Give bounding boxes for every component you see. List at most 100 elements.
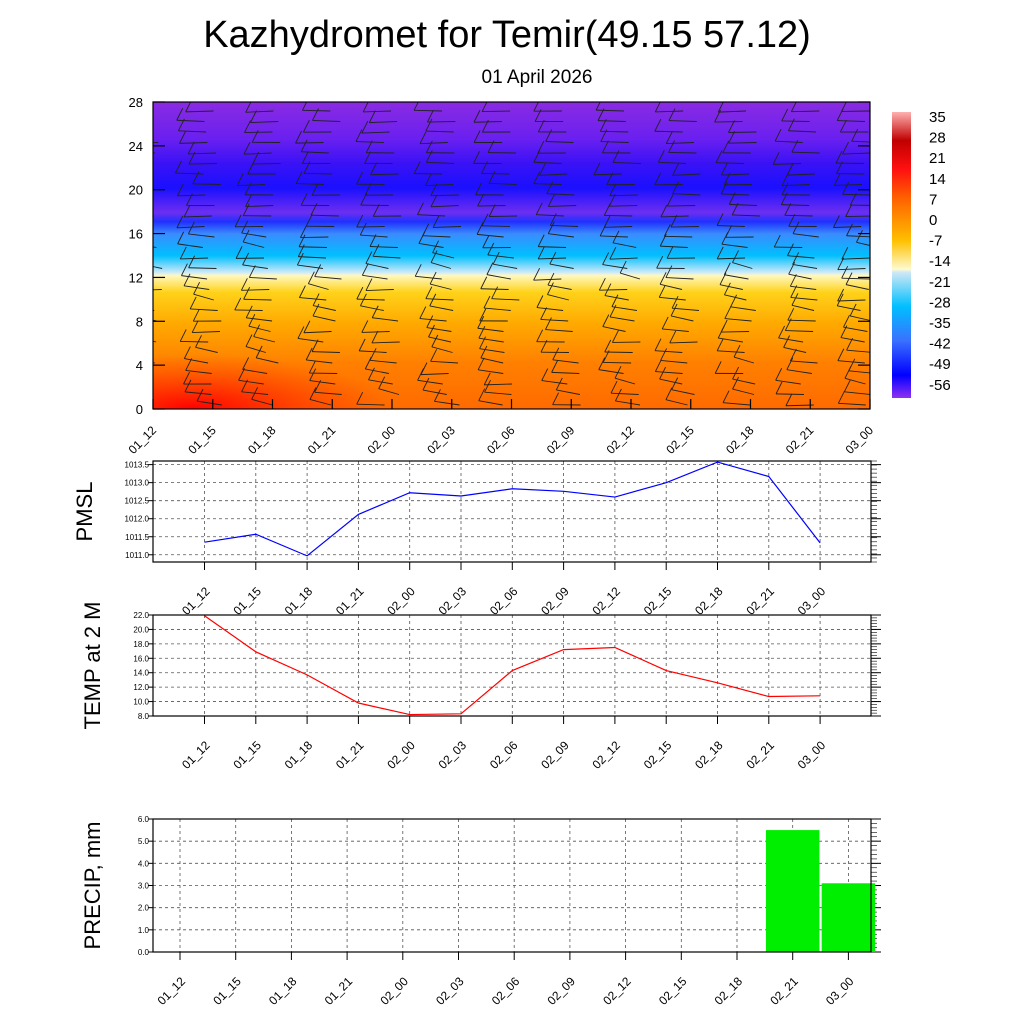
wind-barb: [296, 143, 324, 144]
y-tick-label: 24: [129, 139, 143, 154]
wind-barb-feather: [119, 264, 125, 276]
wind-barb: [235, 310, 263, 311]
x-tick-label: 01_12: [126, 423, 160, 457]
y-tick-label: 4.0: [138, 859, 150, 868]
wind-barb-feather: [125, 369, 131, 381]
y-tick-label: 20: [129, 183, 143, 198]
y-tick-label: 8.0: [138, 712, 150, 721]
x-tick-label: 01_12: [155, 974, 189, 1008]
wind-barb: [124, 120, 152, 121]
x-tick-label: 03_00: [843, 423, 877, 457]
x-tick-label: 01_21: [333, 738, 367, 772]
y-tick-label: 8: [136, 314, 143, 329]
wind-barb-feather: [116, 99, 122, 111]
wind-barb: [414, 173, 442, 174]
y-tick-label: 1011.5: [125, 533, 149, 542]
wind-barb: [482, 111, 510, 112]
x-tick-label: 01_21: [333, 584, 367, 618]
wind-barb: [193, 184, 221, 185]
x-tick-label: 02_06: [489, 974, 523, 1008]
wind-barb: [189, 164, 217, 165]
wind-barb-feather: [117, 174, 123, 186]
x-tick-label: 02_15: [641, 738, 675, 772]
wind-barb: [671, 227, 699, 228]
y-tick-label: 5.0: [138, 837, 150, 846]
x-tick-label: 02_18: [712, 974, 746, 1008]
wind-barb: [547, 101, 575, 102]
x-tick-label: 02_12: [590, 584, 624, 618]
wind-barb: [715, 122, 743, 123]
wind-barb: [721, 332, 749, 333]
wind-barb-feather: [599, 88, 605, 100]
wind-barb-feather: [139, 252, 145, 264]
y-tick-label: 0: [136, 402, 143, 417]
x-tick-label: 02_00: [377, 974, 411, 1008]
colorbar-label: -42: [929, 336, 951, 353]
x-tick-label: 02_21: [743, 738, 777, 772]
x-tick-label: 01_15: [185, 423, 219, 457]
colorbar-label: -28: [929, 294, 951, 311]
x-tick-label: 01_15: [210, 974, 244, 1008]
wind-barb-feather: [842, 88, 848, 100]
wind-barb: [302, 99, 330, 100]
x-tick-label: 02_12: [600, 974, 634, 1008]
precip-bar: [822, 883, 875, 952]
x-tick-label: 02_12: [590, 738, 624, 772]
wind-barb: [247, 101, 275, 102]
y-tick-label: 4: [136, 358, 143, 373]
wind-barb-feather: [124, 244, 130, 256]
y-tick-label: 1012.0: [125, 515, 150, 524]
colorbar-label: -49: [929, 356, 951, 373]
wind-barb: [482, 173, 510, 174]
wind-barb-feather: [121, 340, 127, 352]
x-tick-label: 02_18: [692, 584, 726, 618]
x-tick-label: 02_06: [487, 584, 521, 618]
x-tick-label: 02_03: [436, 584, 470, 618]
wind-barb-feather: [669, 89, 675, 101]
wind-barb-feather: [192, 88, 198, 100]
y-tick-label: 20.0: [133, 625, 149, 634]
x-tick-label: 02_03: [433, 974, 467, 1008]
x-tick-label: 01_21: [305, 423, 339, 457]
wind-barb: [489, 99, 517, 100]
colorbar-label: -35: [929, 315, 951, 332]
wind-barb-feather: [129, 315, 135, 327]
wind-barb: [669, 152, 697, 153]
wind-barb: [776, 394, 804, 395]
wind-barb: [478, 206, 506, 207]
chart-title: Kazhydromet for Temir(49.15 57.12): [203, 14, 811, 56]
wind-barb-feather: [122, 183, 128, 195]
wind-barb: [120, 174, 148, 175]
y-tick-label: 22.0: [133, 611, 149, 620]
colorbar-label: -56: [929, 377, 951, 394]
wind-barb-feather: [363, 87, 369, 99]
colorbar-label: -21: [929, 274, 951, 291]
colorbar-label: 35: [929, 109, 946, 126]
y-tick-label: 18.0: [133, 640, 149, 649]
wind-barb-feather: [416, 88, 422, 100]
wind-barb-feather: [247, 89, 253, 101]
y-tick-label: 0.0: [138, 948, 150, 957]
wind-barb-feather: [124, 108, 130, 120]
x-tick-label: 02_09: [538, 738, 572, 772]
x-tick-label: 02_09: [538, 584, 572, 618]
wind-barb: [371, 174, 399, 175]
panel-frame: [153, 819, 871, 952]
y-tick-label: 2.0: [138, 904, 150, 913]
x-tick-label: 02_03: [424, 423, 458, 457]
wind-barb-feather: [117, 362, 123, 374]
y-tick-label: 16: [129, 227, 143, 242]
y-axis-label: PRECIP, mm: [80, 822, 105, 950]
colorbar-label: 21: [929, 150, 946, 167]
wind-barb: [604, 215, 632, 216]
x-tick-label: 02_03: [436, 738, 470, 772]
x-tick-label: 02_00: [384, 584, 418, 618]
x-tick-label: 02_09: [544, 423, 578, 457]
x-tick-label: 01_15: [230, 738, 264, 772]
wind-barb: [125, 381, 152, 384]
wind-barb: [669, 101, 697, 102]
x-tick-label: 03_00: [823, 974, 857, 1008]
y-tick-label: 1013.5: [125, 461, 150, 470]
